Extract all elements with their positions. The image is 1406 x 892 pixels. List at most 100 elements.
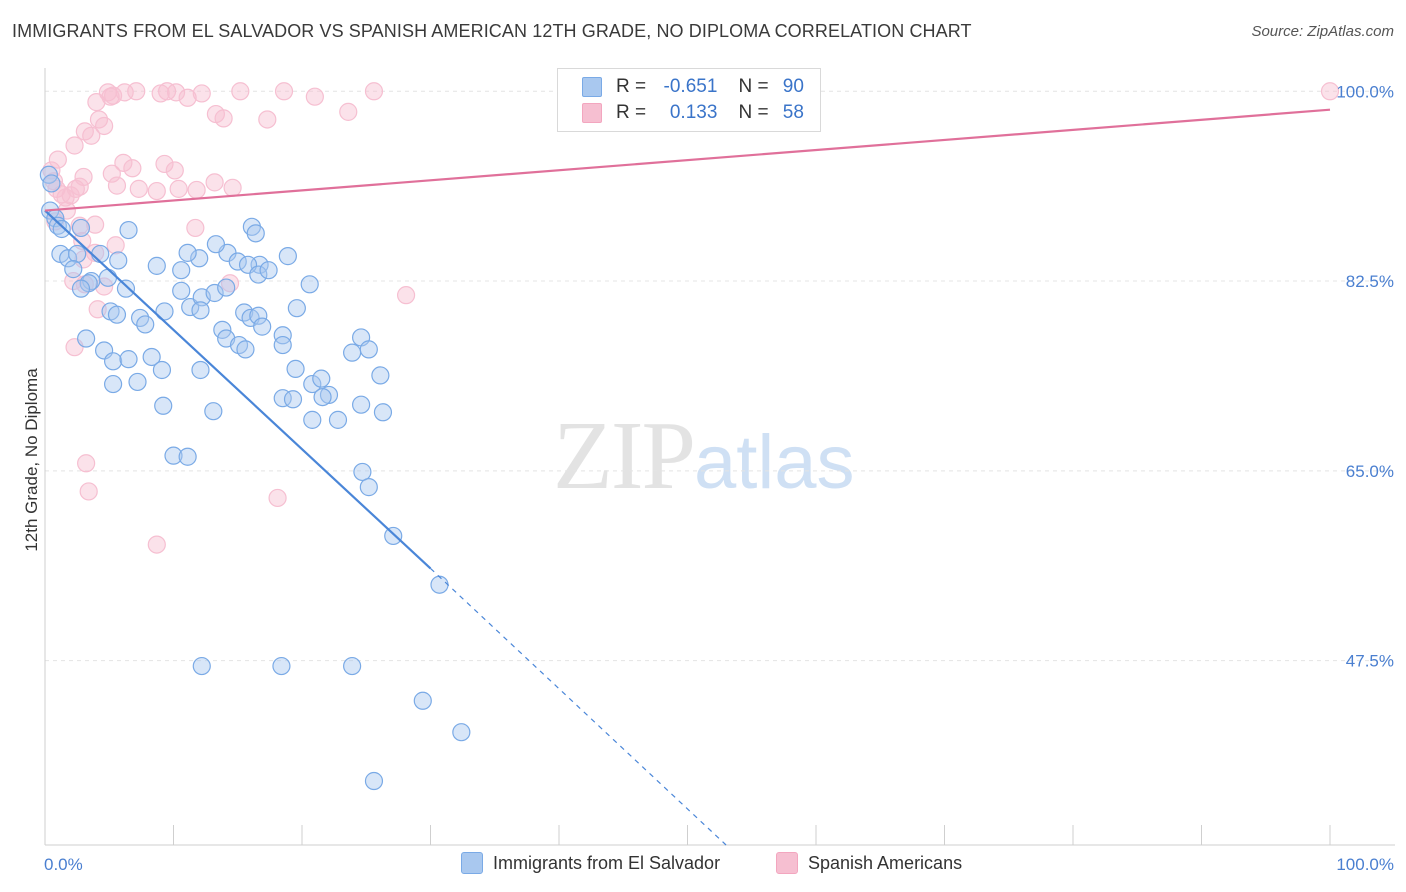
data-point-spanish-americans — [268, 488, 287, 508]
data-point-spanish-americans — [65, 136, 84, 155]
data-point-spanish-americans — [70, 177, 89, 196]
data-point-el-salvador — [259, 261, 278, 280]
data-point-el-salvador — [147, 256, 166, 275]
data-point-el-salvador — [181, 297, 200, 317]
legend-r-value: 0.133 — [669, 102, 718, 123]
data-point-el-salvador — [364, 771, 384, 791]
data-point-spanish-americans — [396, 286, 416, 305]
data-point-el-salvador — [352, 395, 371, 414]
data-point-spanish-americans — [104, 86, 123, 105]
data-point-el-salvador — [190, 249, 209, 268]
data-point-el-salvador — [172, 261, 191, 280]
data-point-spanish-americans — [74, 167, 93, 187]
y-tick-label: 100.0% — [1336, 82, 1394, 101]
legend-n-label: N = — [738, 76, 769, 97]
y-tick-label: 65.0% — [1346, 462, 1394, 481]
data-point-el-salvador — [328, 410, 348, 429]
grid — [45, 90, 1395, 662]
data-point-el-salvador — [109, 251, 128, 270]
data-point-el-salvador — [71, 279, 91, 298]
data-point-el-salvador — [192, 656, 211, 676]
series-el-salvador — [39, 165, 471, 791]
data-point-el-salvador — [273, 326, 292, 345]
data-point-spanish-americans — [147, 181, 166, 201]
data-point-spanish-americans — [231, 82, 250, 101]
data-point-el-salvador — [353, 462, 372, 482]
chart-title: IMMIGRANTS FROM EL SALVADOR VS SPANISH A… — [12, 21, 972, 41]
data-point-spanish-americans — [214, 109, 233, 128]
series-legend-label-blue: Immigrants from El Salvador — [493, 852, 721, 873]
legend-n-value: 58 — [782, 102, 804, 123]
data-point-el-salvador — [64, 260, 83, 279]
data-point-el-salvador — [154, 396, 173, 415]
data-point-spanish-americans — [147, 535, 166, 554]
data-point-el-salvador — [253, 317, 272, 336]
data-point-spanish-americans — [339, 102, 358, 121]
data-point-spanish-americans — [106, 236, 125, 255]
data-point-el-salvador — [413, 691, 432, 710]
watermark-zip: ZIP — [553, 402, 696, 510]
data-point-el-salvador — [77, 329, 96, 348]
data-point-el-salvador — [98, 268, 118, 287]
data-point-el-salvador — [430, 575, 449, 594]
series-legend-label-pink: Spanish Americans — [808, 852, 963, 873]
data-point-spanish-americans — [223, 178, 242, 197]
trend-line-el-salvador-extension — [430, 568, 727, 846]
data-point-el-salvador — [283, 390, 303, 409]
watermark: ZIPatlas — [553, 400, 855, 512]
data-point-el-salvador — [313, 387, 332, 407]
data-point-el-salvador — [359, 340, 378, 359]
data-point-spanish-americans — [178, 88, 197, 107]
data-point-spanish-americans — [82, 126, 101, 145]
trend-lines — [44, 108, 1331, 846]
data-point-el-salvador — [172, 281, 191, 300]
series-legend-item-blue: Immigrants from El Salvador — [461, 852, 720, 874]
data-point-spanish-americans — [107, 176, 127, 195]
data-point-el-salvador — [300, 275, 319, 294]
data-point-el-salvador — [178, 447, 197, 466]
data-point-el-salvador — [107, 305, 127, 324]
legend-n-label: N = — [738, 102, 769, 123]
data-point-spanish-americans — [127, 82, 146, 101]
data-point-el-salvador — [359, 478, 378, 497]
data-point-el-salvador — [303, 410, 322, 429]
data-point-el-salvador — [287, 299, 306, 318]
data-point-spanish-americans — [129, 179, 148, 198]
data-point-spanish-americans — [114, 153, 133, 172]
data-point-spanish-americans — [95, 116, 114, 136]
tick-labels: 100.0% 82.5% 65.0% 47.5% 0.0% 100.0% 12th Grad… — [22, 82, 1394, 874]
data-point-el-salvador — [119, 350, 138, 369]
legend-r-label: R = — [616, 102, 647, 123]
data-point-el-salvador — [228, 252, 247, 271]
data-point-el-salvador — [343, 343, 362, 362]
data-point-el-salvador — [116, 279, 136, 298]
data-point-el-salvador — [249, 265, 268, 284]
data-point-spanish-americans — [205, 173, 224, 192]
trend-line-el-salvador — [44, 209, 432, 570]
data-point-el-salvador — [272, 656, 291, 676]
data-point-el-salvador — [384, 526, 403, 546]
data-point-el-salvador — [82, 271, 101, 291]
legend-n-value: 90 — [782, 76, 804, 97]
data-point-spanish-americans — [86, 215, 105, 234]
data-point-spanish-americans — [87, 93, 106, 112]
data-point-el-salvador — [152, 360, 172, 380]
data-point-spanish-americans — [169, 179, 188, 198]
data-point-el-salvador — [312, 369, 331, 388]
data-point-el-salvador — [217, 278, 236, 297]
data-point-el-salvador — [278, 247, 297, 266]
data-point-el-salvador — [213, 320, 232, 339]
data-point-el-salvador — [164, 446, 183, 465]
data-point-spanish-americans — [364, 82, 384, 101]
data-point-spanish-americans — [192, 84, 211, 103]
y-tick-label: 47.5% — [1346, 652, 1394, 671]
data-point-spanish-americans — [155, 154, 174, 174]
data-point-spanish-americans — [98, 83, 118, 102]
data-point-el-salvador — [371, 366, 390, 385]
data-point-el-salvador — [128, 372, 147, 392]
correlation-legend: R = -0.651 N = 90 R = 0.133 N = 58 — [557, 68, 821, 132]
legend-swatch-pink — [582, 103, 602, 123]
legend-r-label: R = — [616, 76, 647, 97]
data-point-el-salvador — [119, 220, 138, 240]
